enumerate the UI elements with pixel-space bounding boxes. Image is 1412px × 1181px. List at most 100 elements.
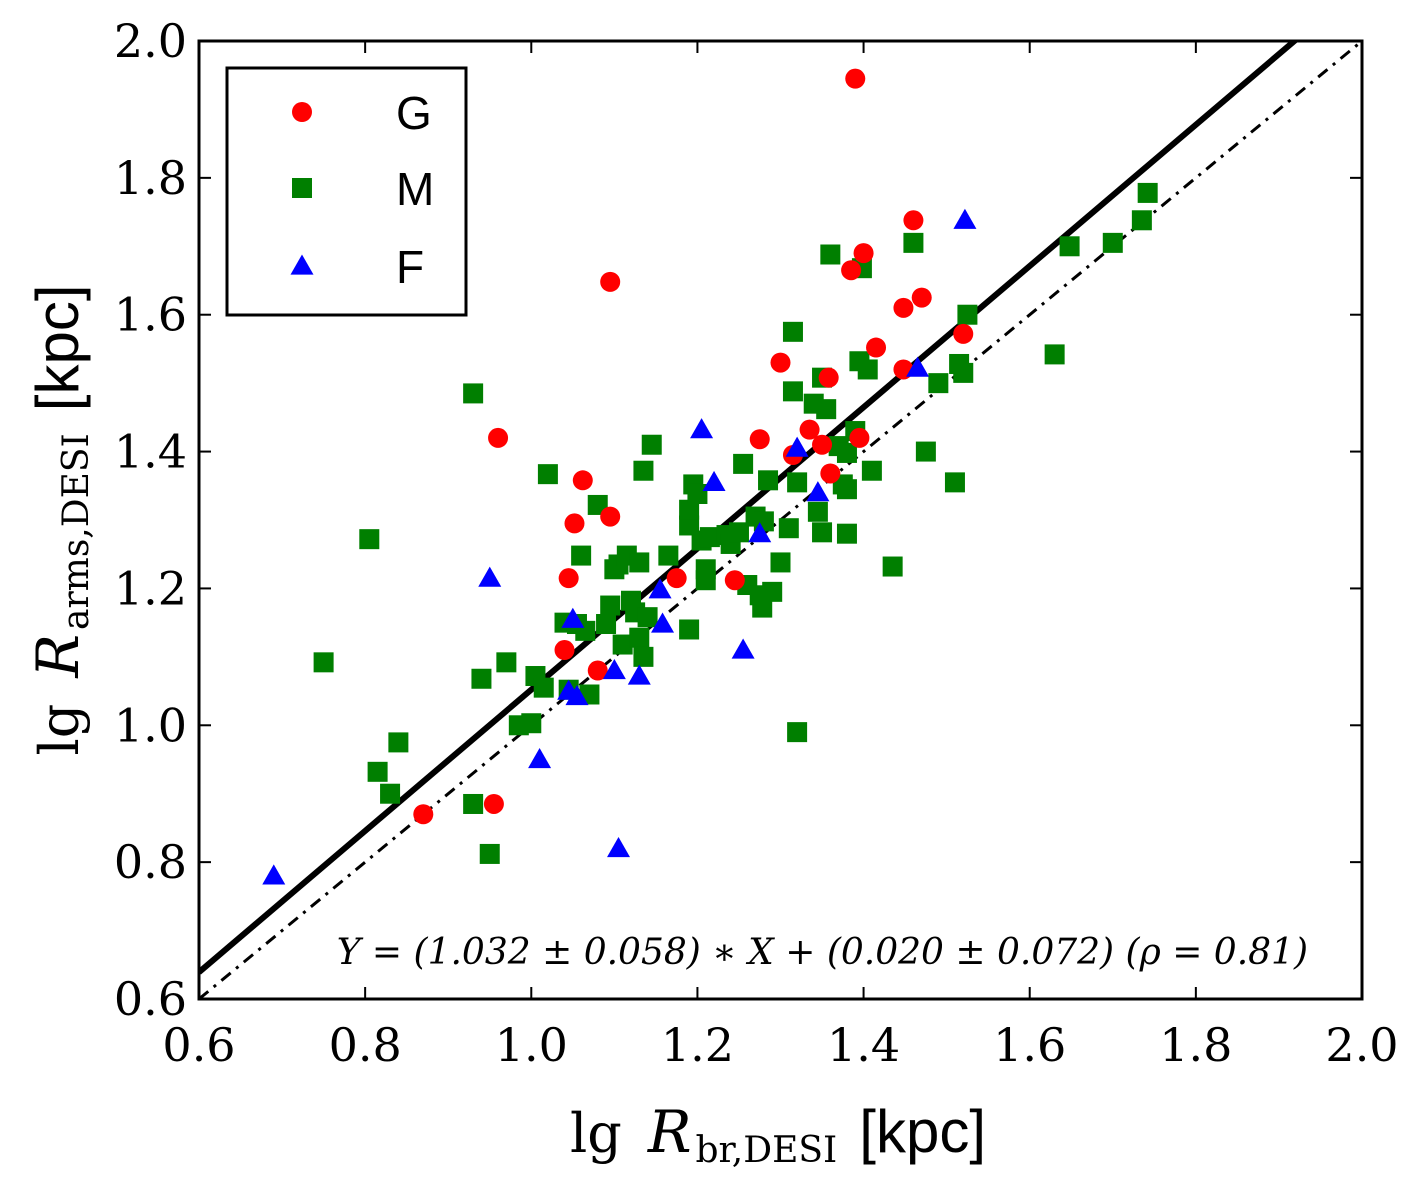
point-g	[893, 297, 914, 318]
point-m	[861, 460, 882, 481]
point-m	[612, 634, 633, 655]
point-m	[903, 232, 924, 253]
point-m	[733, 453, 754, 474]
point-f	[731, 638, 755, 659]
x-axis-label-unit: [kpc]	[859, 1098, 986, 1165]
point-g	[799, 419, 820, 440]
point-g	[483, 793, 504, 814]
point-m	[1102, 232, 1123, 253]
point-m	[679, 499, 700, 520]
point-m	[1137, 182, 1158, 203]
point-m	[1131, 210, 1152, 231]
point-m	[1059, 236, 1080, 257]
point-m	[359, 529, 380, 550]
legend-marker-f	[290, 254, 314, 275]
x-tick-label: 1.0	[495, 1018, 568, 1072]
data-points	[262, 68, 1158, 885]
point-m	[658, 545, 679, 566]
point-m	[782, 321, 803, 342]
point-m	[537, 464, 558, 485]
legend: G M F	[225, 66, 468, 317]
point-g	[666, 568, 687, 589]
point-g	[812, 434, 833, 455]
x-tick-label: 2.0	[1325, 1018, 1398, 1072]
y-tick-label: 1.6	[114, 288, 187, 342]
point-f	[906, 356, 930, 377]
point-g	[600, 271, 621, 292]
point-g	[554, 640, 575, 661]
x-tick-label: 1.4	[827, 1018, 900, 1072]
point-f	[627, 664, 651, 685]
point-m	[770, 552, 791, 573]
point-m	[816, 399, 837, 420]
point-f	[702, 470, 726, 491]
point-m	[782, 381, 803, 402]
point-g	[849, 427, 870, 448]
point-g	[903, 210, 924, 231]
point-m	[695, 570, 716, 591]
tick-group: 0.6 0.8 1.0 1.2 1.4 1.6 1.8 2.0 0.6 0.8 1.0 1.2 1.4 1…	[114, 14, 1399, 1072]
point-m	[679, 515, 700, 536]
x-tick-label: 0.8	[329, 1018, 402, 1072]
point-g	[587, 660, 608, 681]
legend-label-g: G	[396, 87, 432, 139]
point-g	[600, 506, 621, 527]
point-m	[812, 522, 833, 543]
point-f	[262, 864, 286, 885]
y-axis-label-sub: arms,DESI	[56, 433, 97, 630]
point-m	[633, 460, 654, 481]
x-tick-label: 0.6	[162, 1018, 235, 1072]
y-tick-label: 1.8	[114, 151, 187, 205]
point-m	[836, 479, 857, 500]
point-g	[558, 568, 579, 589]
x-tick-label: 1.8	[1159, 1018, 1232, 1072]
point-m	[787, 472, 808, 493]
legend-marker-m	[292, 178, 312, 198]
y-tick-label: 1.2	[114, 561, 187, 615]
x-tick-label: 1.6	[993, 1018, 1066, 1072]
y-axis-label-var: R	[24, 634, 92, 679]
point-m	[313, 652, 334, 673]
point-m	[479, 843, 500, 864]
point-f	[602, 659, 626, 680]
legend-marker-g	[292, 102, 312, 122]
point-g	[953, 323, 974, 344]
point-f	[607, 836, 631, 858]
point-m	[633, 646, 654, 667]
point-m	[778, 518, 799, 539]
x-axis-label-var: R	[647, 1098, 692, 1166]
point-g	[564, 513, 585, 534]
y-tick-label: 0.8	[114, 835, 187, 889]
point-f	[785, 436, 809, 457]
point-m	[957, 304, 978, 325]
point-f	[528, 748, 552, 769]
legend-label-f: F	[396, 241, 424, 293]
point-m	[928, 373, 949, 394]
point-m	[679, 619, 700, 640]
point-m	[388, 732, 409, 753]
point-m	[380, 783, 401, 804]
point-g	[845, 68, 866, 89]
point-f	[478, 566, 502, 587]
legend-markers	[290, 102, 314, 275]
point-g	[572, 470, 593, 491]
x-axis-label-prefix: lg	[570, 1102, 622, 1165]
y-tick-label: 1.0	[114, 698, 187, 752]
point-m	[915, 441, 936, 462]
point-g	[841, 260, 862, 281]
point-m	[882, 556, 903, 577]
point-m	[836, 442, 857, 463]
point-m	[600, 595, 621, 616]
point-m	[463, 793, 484, 814]
point-m	[807, 501, 828, 522]
point-f	[651, 612, 675, 633]
y-tick-label: 2.0	[114, 14, 187, 68]
point-f	[806, 481, 830, 502]
point-g	[818, 367, 839, 388]
fit-line	[199, 41, 1300, 975]
point-m	[596, 614, 617, 635]
x-axis-label: lg R br,DESI [kpc]	[570, 1098, 986, 1171]
point-m	[629, 552, 650, 573]
